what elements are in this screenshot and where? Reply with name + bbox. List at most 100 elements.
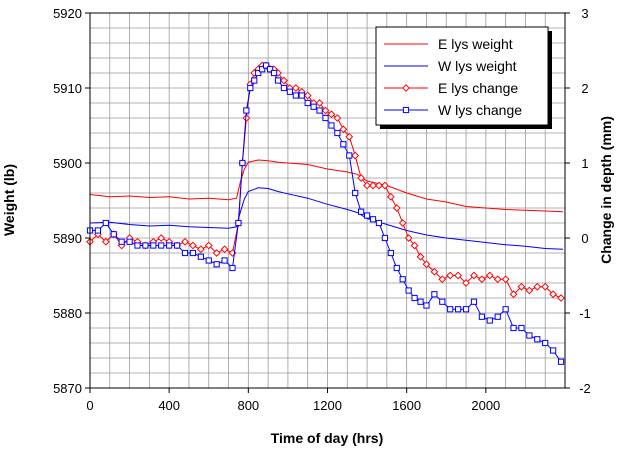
data-point-square (298, 92, 305, 99)
data-point-square (316, 107, 323, 114)
data-point-diamond (101, 237, 110, 246)
data-point-square (557, 358, 565, 365)
data-point-square (340, 141, 347, 148)
x-tick-label: 0 (86, 398, 93, 413)
data-point-square (255, 69, 262, 77)
data-point-square (239, 159, 246, 167)
data-point-square (267, 66, 274, 73)
legend-label-e-lys-change: E lys change (438, 80, 518, 96)
data-point-diamond (357, 174, 366, 182)
data-point-square (213, 261, 220, 268)
y-tick-label: 5890 (53, 231, 82, 246)
data-point-square (369, 216, 377, 223)
data-point-square (292, 92, 299, 99)
data-point-diamond (363, 181, 371, 190)
data-point-diamond (181, 237, 189, 246)
x-tick-label: 800 (237, 398, 259, 413)
data-point-diamond (501, 275, 510, 284)
legend: E lys weight W lys weight E lys change W ly… (375, 26, 552, 129)
data-point-square (221, 257, 228, 264)
series-line-w-lys-weight (89, 187, 564, 250)
data-point-diamond (493, 275, 502, 284)
data-point-diamond (404, 234, 413, 242)
data-point-square (526, 332, 533, 339)
x-tick-label: 1600 (392, 398, 421, 413)
data-point-square (229, 264, 236, 272)
data-point-square (486, 317, 493, 324)
data-point-square (502, 306, 509, 313)
data-point-diamond (369, 181, 377, 190)
y2-tick-label: -1 (579, 306, 591, 321)
data-point-square (381, 234, 388, 242)
data-point-diamond (196, 245, 205, 254)
x-tick-label: 2000 (471, 398, 500, 413)
data-point-square (322, 114, 329, 122)
data-point-square (494, 313, 501, 320)
x-axis-title: Time of day (hrs) (271, 430, 384, 446)
data-point-square (423, 302, 430, 309)
data-point-square (375, 219, 383, 227)
data-point-square (150, 242, 157, 249)
data-point-diamond (375, 181, 383, 190)
data-point-diamond (416, 252, 425, 261)
data-point-square (142, 242, 149, 249)
data-point-square (470, 298, 478, 305)
data-point-square (205, 257, 212, 264)
data-point-diamond (280, 76, 288, 85)
data-point-square (235, 219, 242, 227)
data-point-diamond (410, 241, 419, 250)
data-point-square (247, 84, 254, 92)
data-point-diamond (485, 271, 494, 280)
y-tick-label: 5920 (53, 6, 82, 21)
data-point-square (270, 69, 278, 77)
data-point-diamond (291, 84, 300, 92)
data-point-square (181, 249, 189, 257)
data-point-square (94, 227, 102, 234)
data-point-diamond (333, 114, 342, 122)
x-tick-label: 1200 (313, 398, 342, 413)
data-point-diamond (462, 279, 470, 287)
y-tick-label: 5870 (53, 381, 82, 396)
data-point-diamond (380, 181, 389, 190)
data-point-square (447, 306, 454, 313)
legend-label-w-lys-weight: W lys weight (438, 58, 517, 74)
data-point-diamond (351, 151, 360, 160)
data-point-square (431, 291, 438, 298)
data-point-square (197, 253, 204, 260)
data-point-diamond (321, 106, 330, 115)
data-point-square (358, 208, 365, 215)
data-point-square (542, 339, 549, 347)
series-w-lys-change (86, 62, 565, 365)
data-point-square (189, 249, 197, 257)
series-group (86, 61, 565, 365)
series-line-e-lys-weight (89, 159, 564, 213)
tick-marks (85, 12, 570, 393)
data-point-diamond (422, 260, 431, 269)
y2-tick-label: 0 (581, 231, 588, 246)
data-point-square (550, 347, 557, 354)
y-tick-label: 5880 (53, 306, 82, 321)
data-point-diamond (345, 132, 354, 141)
data-point-diamond (242, 114, 251, 122)
data-point-square (134, 242, 141, 249)
data-point-square (173, 242, 181, 249)
data-point-diamond (525, 286, 534, 295)
data-point-square (166, 242, 173, 249)
data-point-square (126, 238, 133, 245)
data-point-square (534, 336, 541, 343)
data-point-square (243, 107, 250, 114)
data-point-diamond (189, 241, 197, 250)
data-point-square (510, 324, 517, 332)
data-point-square (411, 294, 418, 302)
data-point-square (286, 88, 293, 95)
data-point-diamond (549, 290, 558, 299)
series-w-lys-weight (89, 187, 564, 250)
data-point-diamond (402, 84, 410, 92)
y2-tick-label: 2 (581, 81, 588, 96)
data-point-square (439, 298, 446, 305)
y-tick-label: 5900 (53, 156, 82, 171)
legend-label-e-lys-weight: E lys weight (438, 36, 513, 52)
data-point-diamond (220, 245, 229, 254)
